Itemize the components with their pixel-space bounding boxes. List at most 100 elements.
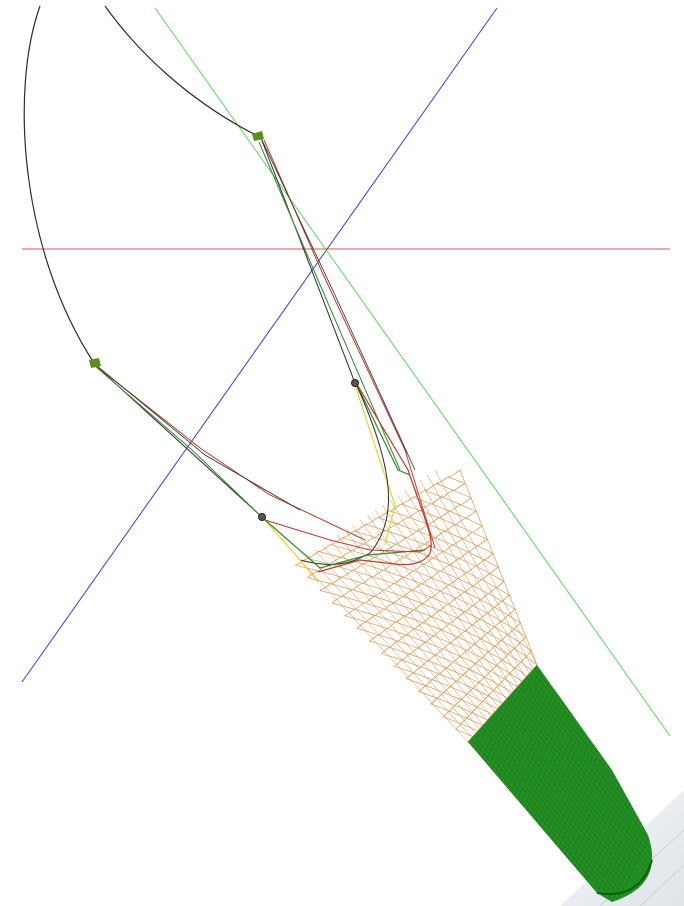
net-mesh-strand	[482, 695, 489, 702]
net-mesh-strand	[373, 569, 384, 578]
net-mesh-strand	[331, 602, 355, 610]
net-mesh-strand	[395, 537, 407, 545]
net-mesh-strand	[373, 576, 394, 584]
net-mesh-strand	[448, 617, 458, 625]
net-mesh-strand	[489, 567, 499, 574]
codend-mesh-line	[594, 665, 653, 902]
net-mesh-strand	[488, 645, 496, 653]
net-mesh-strand	[502, 659, 516, 669]
codend-mesh-line	[554, 665, 653, 902]
codend-mesh-line	[468, 665, 481, 902]
net-mesh-strand	[511, 686, 518, 694]
float-upper	[351, 379, 359, 387]
net-mesh-strand	[419, 479, 530, 674]
net-mesh-strand	[397, 634, 407, 642]
net-mesh-strand	[422, 603, 441, 611]
net-mesh-strand	[329, 563, 353, 571]
net-mesh-strand	[393, 556, 405, 565]
net-mesh-strand	[393, 665, 414, 674]
codend-mesh-line	[305, 660, 425, 906]
net-mesh-strand	[484, 559, 499, 568]
net-mesh-strand	[394, 602, 414, 610]
codend-mesh-line	[609, 665, 653, 902]
net-mesh-strand	[424, 490, 444, 498]
net-mesh-strand	[341, 576, 364, 584]
codend-mesh-line	[250, 660, 370, 906]
net-mesh-strand	[498, 567, 505, 582]
headline-ropes	[262, 383, 433, 583]
net-mesh-strand	[406, 530, 418, 538]
net-mesh-strand	[482, 701, 498, 710]
warp-line-lower	[23, 5, 95, 364]
net-mesh-strand	[435, 537, 453, 546]
net-mesh-strand	[471, 712, 488, 721]
net-mesh-strand	[493, 689, 508, 699]
net-mesh-strand	[481, 579, 497, 588]
net-mesh-strand	[299, 559, 469, 743]
codend-mesh-line	[468, 665, 486, 902]
net-mesh-strand	[430, 590, 441, 598]
net-mesh-strand	[403, 596, 423, 604]
net-mesh-strand	[509, 673, 523, 682]
net-mesh-strand	[329, 557, 342, 565]
codend-mesh-line	[340, 660, 460, 906]
codend-mesh-line	[315, 660, 435, 906]
net-mesh-strand	[395, 543, 415, 552]
net-mesh-strand	[466, 518, 483, 526]
codend-mesh-line	[335, 660, 455, 906]
codend-mesh-line	[325, 660, 445, 906]
net-mesh-strand	[454, 490, 472, 499]
net-mesh-strand	[481, 573, 491, 581]
float-lower	[258, 513, 266, 521]
net-mesh-strand	[382, 504, 511, 696]
net-mesh-strand	[445, 531, 463, 539]
net-mesh-strand	[476, 511, 483, 526]
net-mesh-strand	[412, 583, 423, 591]
net-mesh-strand	[479, 612, 488, 620]
net-mesh-strand	[374, 509, 507, 700]
net-mesh-strand	[501, 640, 515, 649]
net-mesh-strand	[393, 563, 414, 571]
net-mesh-strand	[488, 695, 503, 704]
net-mesh-strand	[454, 705, 473, 713]
net-mesh-strand	[434, 469, 538, 666]
net-mesh-strand	[421, 596, 432, 604]
net-mesh-strand	[473, 638, 481, 645]
net-mesh-strand	[459, 551, 470, 559]
net-mesh-strand	[381, 653, 402, 661]
net-mesh-strand	[418, 685, 426, 692]
z-axis-line	[154, 7, 671, 737]
net-mesh-strand	[439, 590, 457, 599]
net-mesh-strand	[341, 570, 353, 578]
net-mesh-strand	[427, 517, 439, 525]
net-mesh-strand	[448, 597, 458, 605]
net-mesh-strand	[397, 494, 519, 687]
net-mesh-strand	[393, 596, 404, 604]
net-mesh-strand	[457, 572, 467, 579]
net-mesh-strand	[413, 609, 432, 617]
codend-mesh-line	[220, 660, 340, 906]
net-mesh-strand	[442, 648, 461, 657]
net-mesh-strand	[438, 517, 456, 526]
net-mesh-strand	[432, 557, 451, 566]
codend-mesh-line	[310, 660, 430, 906]
net-mesh-strand	[384, 602, 395, 610]
net-mesh-strand	[425, 685, 444, 693]
net-mesh-strand	[354, 608, 376, 616]
net-mesh-strand	[427, 474, 534, 670]
net-mesh-strand	[416, 530, 436, 539]
net-mesh-strand	[507, 609, 516, 616]
net-mesh-strand	[384, 608, 405, 617]
net-mesh-strand	[344, 615, 367, 623]
net-mesh-strand	[460, 717, 468, 725]
net-mesh-strand	[464, 624, 473, 632]
net-mesh-strand	[456, 674, 464, 682]
net-mesh-strand	[439, 603, 449, 611]
net-mesh-strand	[449, 710, 467, 719]
net-mesh-strand	[398, 640, 418, 649]
net-mesh-strand	[406, 537, 426, 545]
net-mesh-strand	[412, 496, 432, 505]
netting-mesh	[294, 469, 538, 743]
net-mesh-strand	[404, 615, 424, 624]
